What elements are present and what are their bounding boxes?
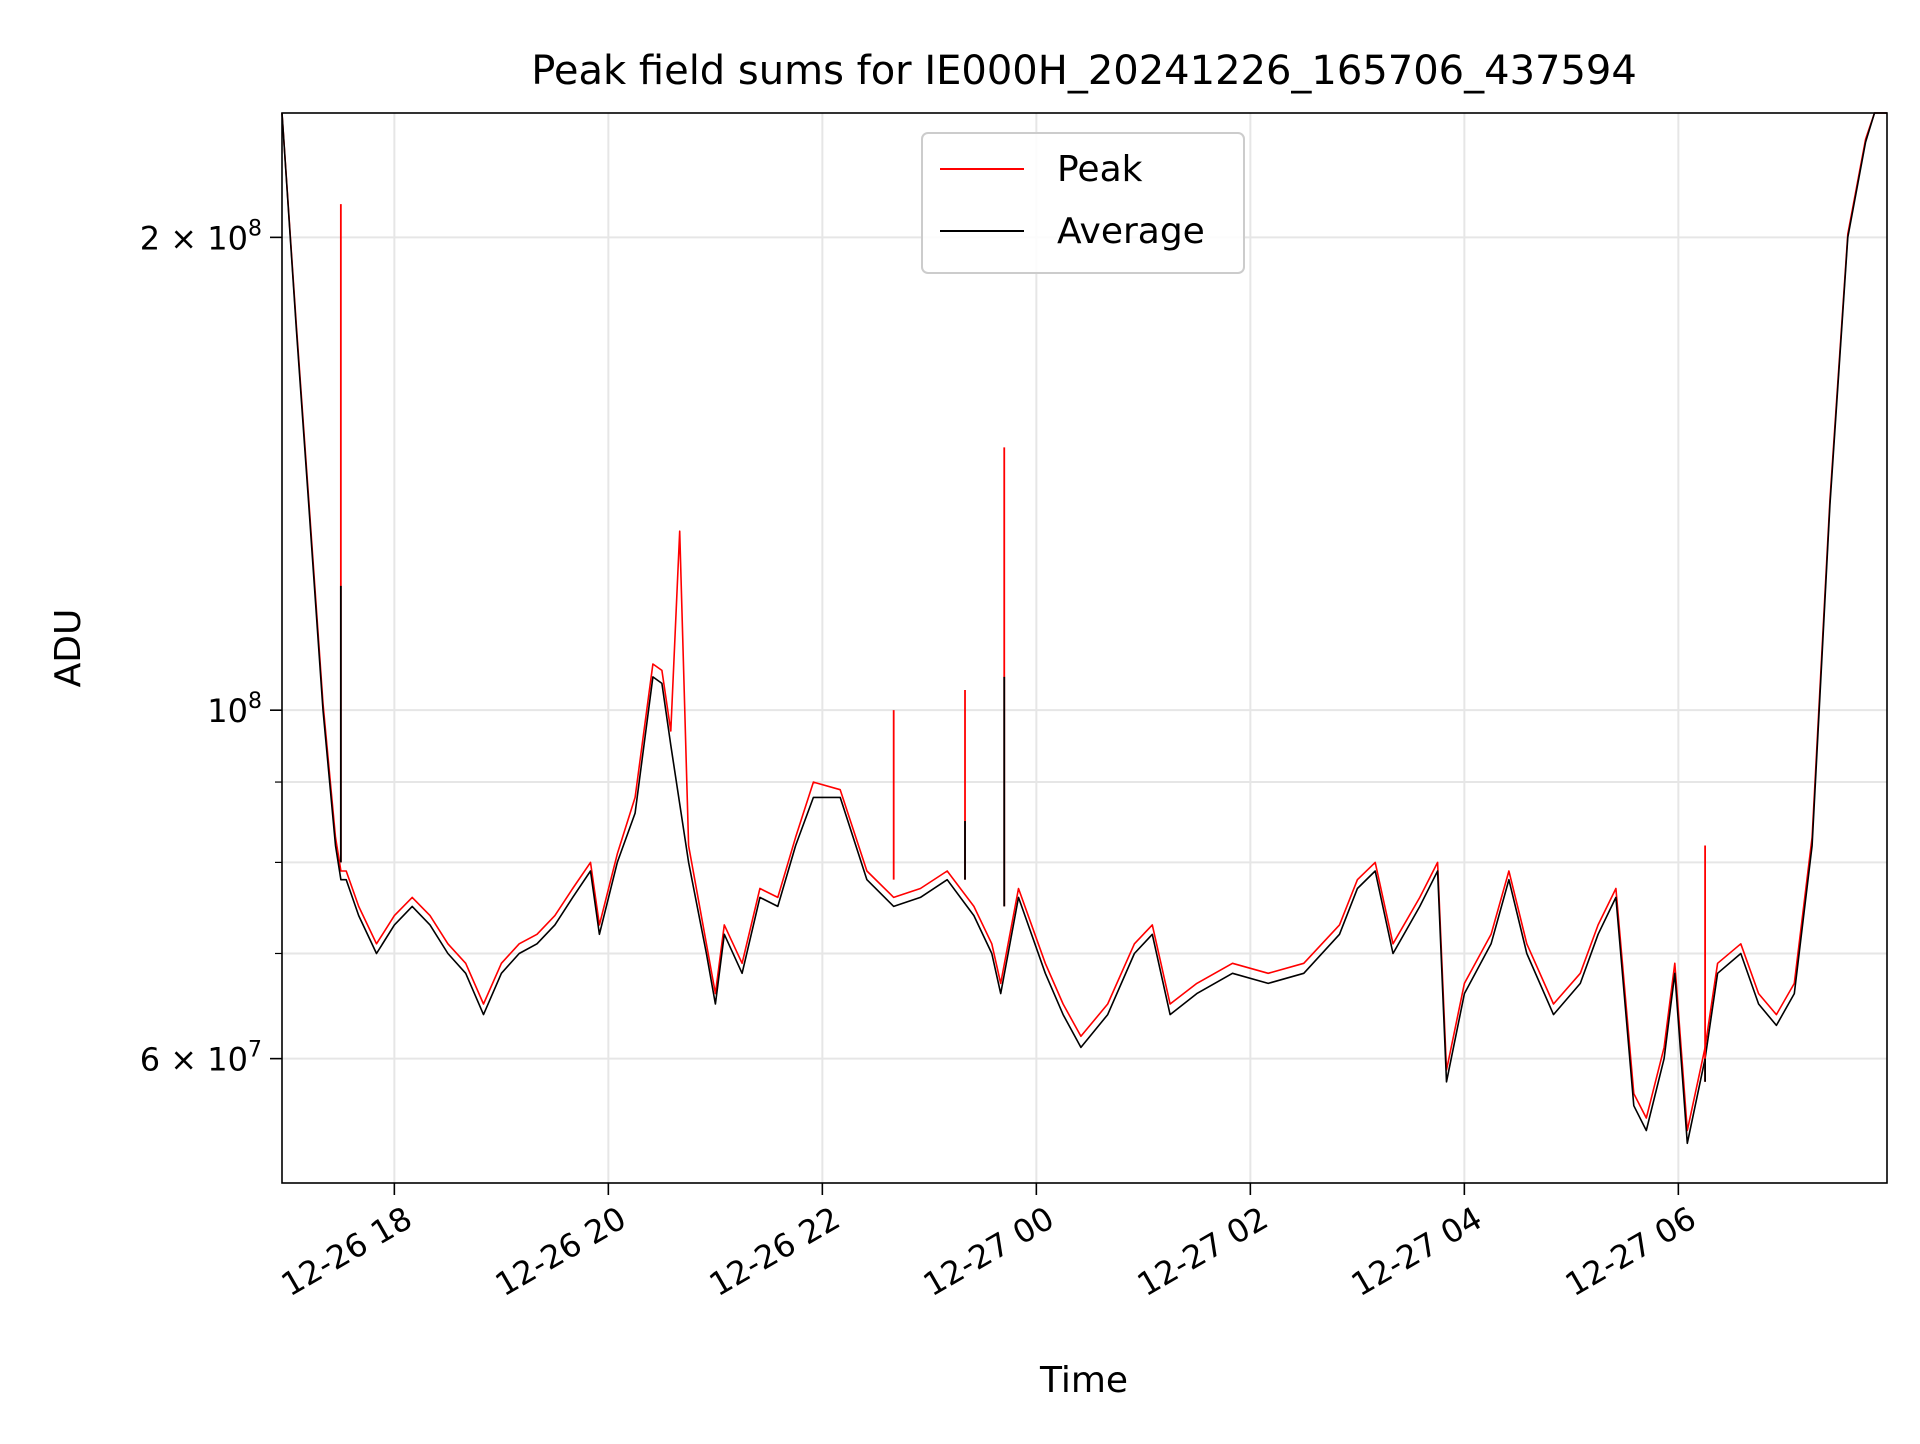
y-axis: 6 × 107 108 2 × 108 xyxy=(140,216,282,1079)
legend-label-peak: Peak xyxy=(1057,149,1143,190)
y-tick-label: 6 × 107 xyxy=(140,1038,262,1079)
plot-area-border xyxy=(281,112,1888,1184)
chart-title: Peak field sums for IE000H_20241226_1657… xyxy=(531,48,1637,94)
y-axis-label: ADU xyxy=(48,609,89,688)
y-tick-label: 108 xyxy=(207,689,262,730)
series-lines xyxy=(281,112,1887,1145)
legend-label-average: Average xyxy=(1057,211,1205,252)
grid-lines xyxy=(282,113,1887,1183)
y-tick-label: 2 × 108 xyxy=(140,216,262,257)
series-line-peak xyxy=(281,112,1887,1132)
series-line-average xyxy=(281,112,1887,1145)
legend: Peak Average xyxy=(921,132,1245,274)
spike-lines xyxy=(339,204,1706,1082)
x-axis-label: Time xyxy=(1039,1360,1128,1401)
